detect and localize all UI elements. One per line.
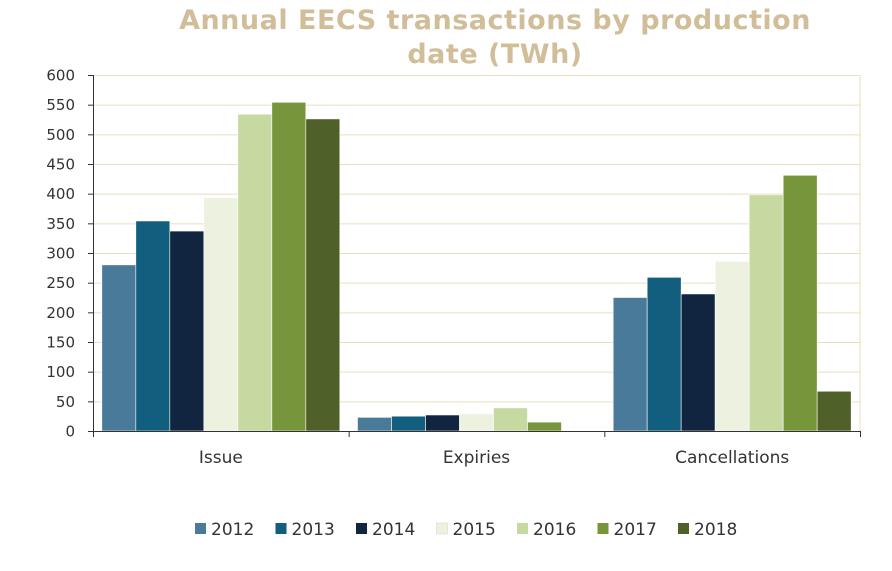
axes: 0 50 100 150 200 250 300 350 400 450 500 550 600 Issu… xyxy=(46,67,861,468)
bar-2015-issue xyxy=(203,197,239,432)
bar-2012-expiries xyxy=(357,417,392,432)
bar-2015-cancellations xyxy=(714,261,750,432)
legend-label: 2012 xyxy=(211,520,254,540)
y-tick-label: 500 xyxy=(46,126,75,144)
bar-2014-issue xyxy=(169,230,205,432)
legend-item-2015: 2015 xyxy=(436,520,496,540)
legend-label: 2013 xyxy=(292,520,335,540)
y-tick-label: 300 xyxy=(46,245,75,263)
y-tick-label: 350 xyxy=(46,215,75,233)
legend-swatch xyxy=(275,523,287,534)
bar-2016-expiries xyxy=(493,407,528,432)
legend: 2012 2013 2014 2015 2016 2017 2018 xyxy=(195,520,737,540)
bar-2016-cancellations xyxy=(748,194,784,432)
bar-2014-expiries xyxy=(425,414,460,432)
chart-title: Annual EECS transactions by production d… xyxy=(179,5,811,70)
legend-item-2012: 2012 xyxy=(195,520,254,540)
x-category-label: Expiries xyxy=(443,448,510,468)
y-tick-label: 600 xyxy=(46,67,75,85)
legend-label: 2016 xyxy=(533,520,576,540)
bars xyxy=(101,101,852,432)
bar-2013-issue xyxy=(135,220,171,432)
bar-2015-expiries xyxy=(459,413,494,432)
legend-swatch xyxy=(517,523,528,534)
legend-swatch xyxy=(436,522,448,535)
y-tick-label: 550 xyxy=(46,96,75,114)
x-category-label: Issue xyxy=(199,448,243,468)
y-tick-label: 50 xyxy=(56,393,75,411)
y-tick-label: 250 xyxy=(46,274,75,292)
legend-item-2018: 2018 xyxy=(678,520,737,540)
legend-label: 2017 xyxy=(614,520,657,540)
bar-2012-cancellations xyxy=(612,297,648,432)
legend-label: 2014 xyxy=(372,520,415,540)
bar-2017-cancellations xyxy=(782,174,818,432)
bar-2014-cancellations xyxy=(680,293,716,432)
y-tick-label: 100 xyxy=(46,363,75,381)
bar-2017-issue xyxy=(271,101,307,432)
y-tick-label: 200 xyxy=(46,304,75,322)
legend-label: 2018 xyxy=(694,520,737,540)
bar-2017-expiries xyxy=(527,421,562,432)
legend-swatch xyxy=(678,523,689,534)
legend-swatch xyxy=(356,523,367,534)
y-tick-label: 450 xyxy=(46,156,75,174)
y-tick-label: 400 xyxy=(46,185,75,203)
legend-swatch xyxy=(195,523,206,534)
legend-swatch xyxy=(597,523,609,534)
bar-2013-expiries xyxy=(391,415,426,432)
legend-label: 2015 xyxy=(453,520,496,540)
legend-item-2016: 2016 xyxy=(517,520,576,540)
bar-2016-issue xyxy=(237,113,273,432)
bar-2018-issue xyxy=(305,118,341,432)
legend-item-2014: 2014 xyxy=(356,520,415,540)
y-tick-label: 0 xyxy=(65,423,75,441)
legend-item-2013: 2013 xyxy=(275,520,335,540)
y-tick-label: 150 xyxy=(46,334,75,352)
x-category-label: Cancellations xyxy=(675,448,789,468)
legend-item-2017: 2017 xyxy=(597,520,657,540)
bar-2013-cancellations xyxy=(646,277,682,432)
bar-2012-issue xyxy=(101,264,137,432)
bar-2018-cancellations xyxy=(816,390,852,432)
